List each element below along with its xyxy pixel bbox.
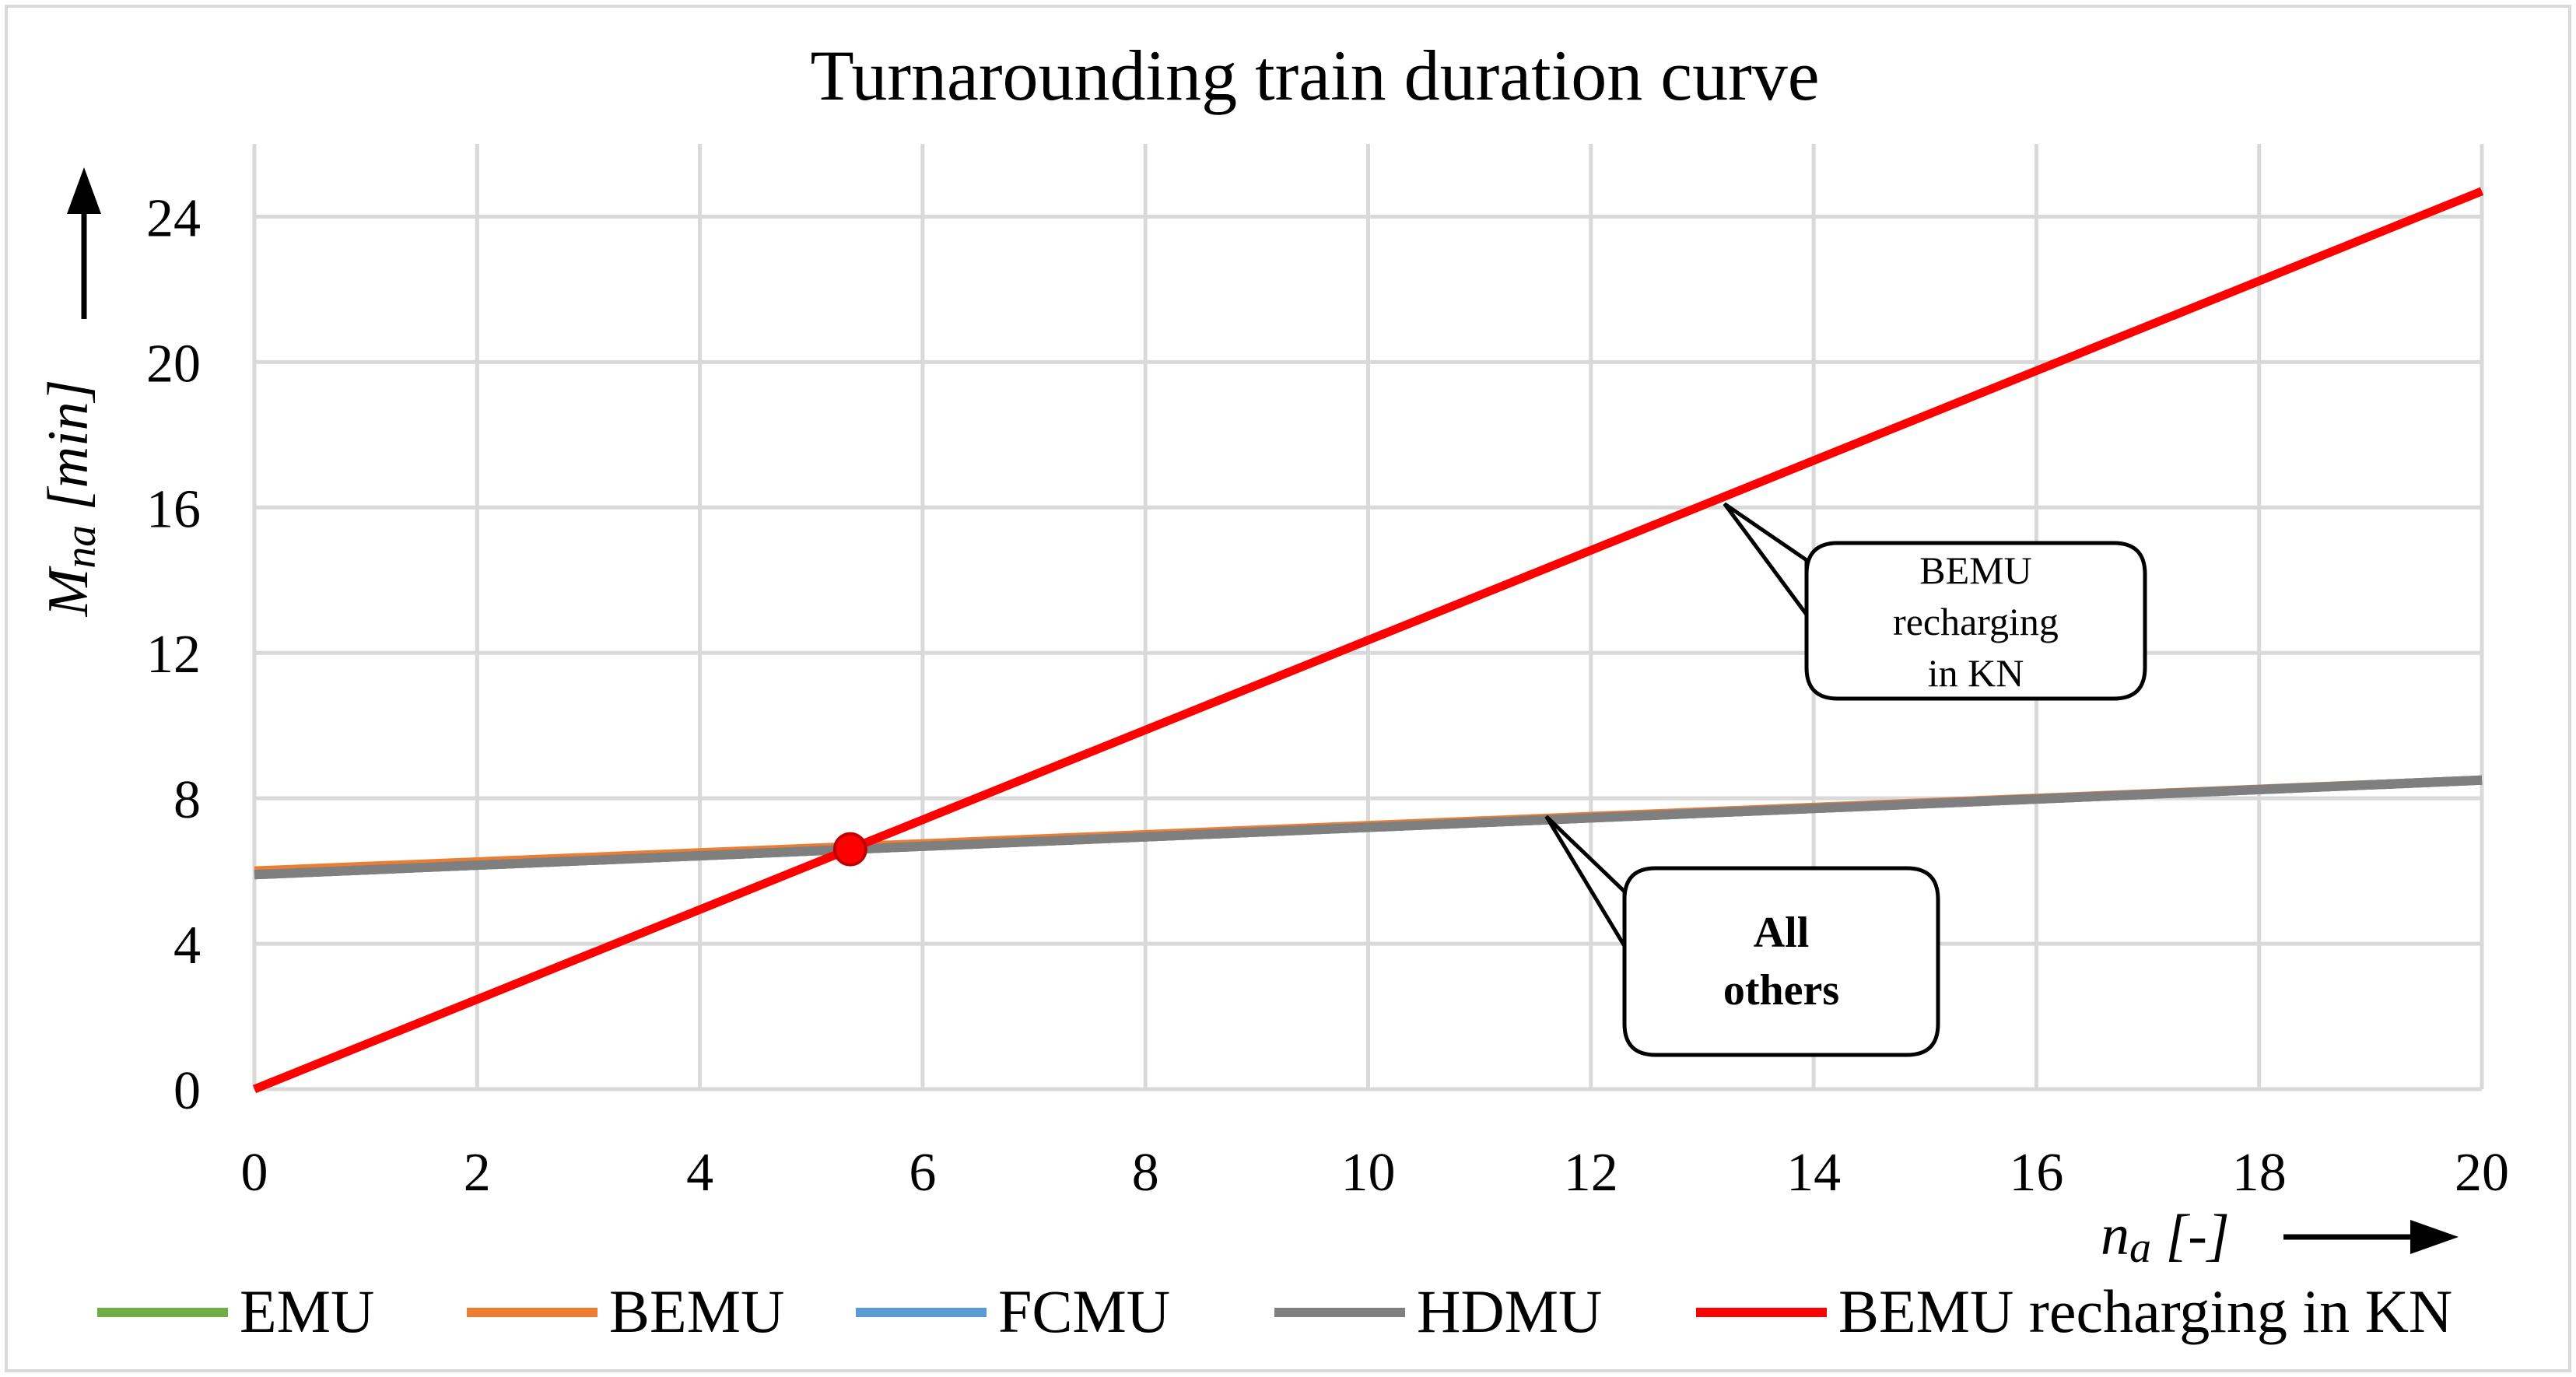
callout-label: recharging [1893, 600, 2059, 643]
bemu-callout: BEMU recharging in KN [1723, 502, 2147, 701]
y-tick-label: 8 [173, 770, 201, 830]
x-axis-label: na [-] [2101, 1204, 2230, 1272]
legend-item: BEMU recharging in KN [1696, 1277, 2452, 1345]
legend-label: BEMU recharging in KN [1838, 1277, 2452, 1345]
callout-shape [1723, 502, 2147, 701]
legend-label: BEMU [609, 1277, 784, 1345]
y-axis-label: Mna [min] [37, 380, 105, 618]
callout-label: BEMU [1919, 548, 2031, 592]
annotations: BEMU recharging in KN All others [1544, 502, 2147, 1057]
axis-labels: na [-] Mna [min] [37, 167, 2459, 1272]
chart-border [5, 5, 2571, 1372]
y-axis-arrow-head [67, 167, 101, 214]
legend-label: FCMU [998, 1277, 1170, 1345]
intersection-marker [832, 832, 867, 867]
legend: EMU BEMU FCMU HDMU BEMU recharging in KN [97, 1277, 2452, 1345]
y-tick-label: 4 [173, 916, 201, 976]
x-tick-label: 2 [464, 1143, 491, 1203]
y-tick-label: 12 [146, 625, 201, 685]
series-line-bemu-recharging-in-kn [252, 187, 2484, 1094]
y-tick-label: 16 [146, 479, 201, 539]
callout-label: others [1723, 966, 1839, 1014]
y-tick-label: 24 [146, 188, 201, 248]
series-group [252, 187, 2484, 1094]
x-tick-label: 8 [1132, 1143, 1159, 1203]
legend-label: HDMU [1417, 1277, 1602, 1345]
chart-title: Turnarounding train duration curve [810, 36, 1819, 115]
series-line-hdmu [254, 775, 2483, 880]
others-callout: All others [1544, 815, 1940, 1057]
legend-item: EMU [97, 1277, 374, 1345]
x-tick-label: 18 [2232, 1143, 2287, 1203]
legend-item: BEMU [467, 1277, 784, 1345]
x-tick-label: 0 [241, 1143, 268, 1203]
callout-label: in KN [1928, 651, 2024, 695]
callout-label: All [1754, 909, 1810, 957]
callout-shape [1544, 815, 1940, 1057]
legend-item: HDMU [1274, 1277, 1602, 1345]
x-axis-arrow-head [2410, 1220, 2459, 1254]
legend-item: FCMU [856, 1277, 1170, 1345]
legend-label: EMU [240, 1277, 374, 1345]
x-tick-label: 20 [2455, 1143, 2509, 1203]
x-tick-label: 16 [2009, 1143, 2063, 1203]
x-tick-label: 6 [909, 1143, 936, 1203]
x-tick-label: 4 [686, 1143, 713, 1203]
x-tick-label: 12 [1564, 1143, 1618, 1203]
x-tick-label: 14 [1786, 1143, 1841, 1203]
x-tick-label: 10 [1341, 1143, 1396, 1203]
y-tick-label: 20 [146, 334, 201, 394]
y-tick-label: 0 [173, 1061, 201, 1121]
